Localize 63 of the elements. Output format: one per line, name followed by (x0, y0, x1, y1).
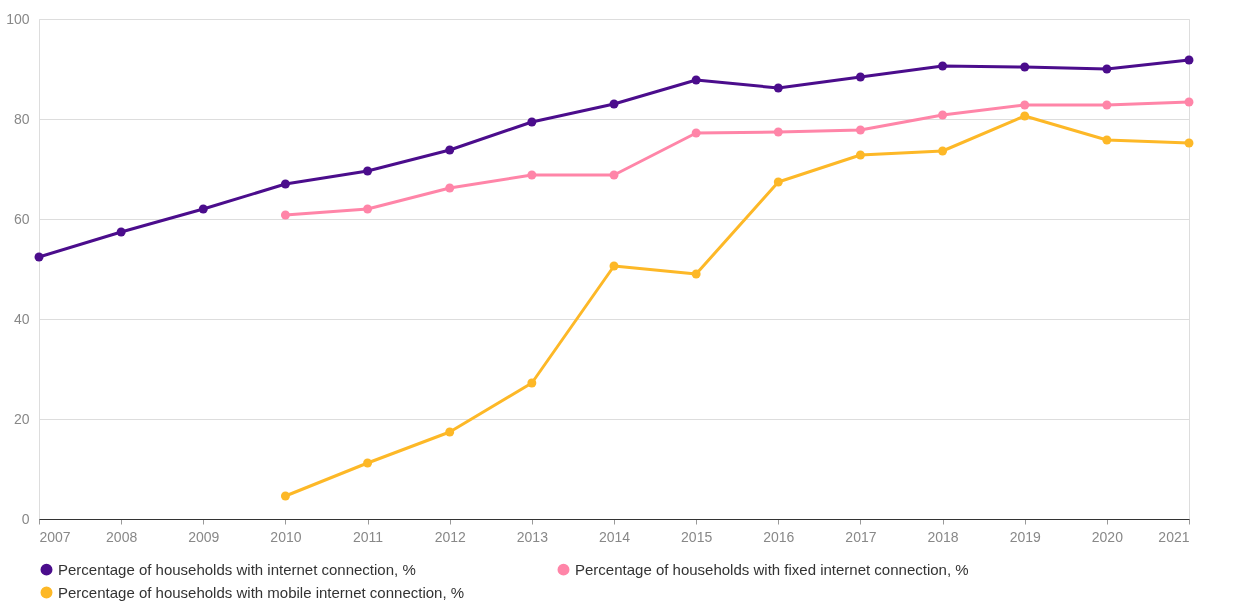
point (938, 146, 948, 156)
point (1020, 100, 1030, 110)
x-tick-label: 2009 (188, 528, 220, 545)
point (363, 458, 373, 468)
point (855, 72, 865, 82)
point (445, 145, 455, 155)
x-tick-label: 2007 (39, 528, 71, 545)
x-tick-label: 2017 (845, 528, 877, 545)
point (1020, 62, 1030, 72)
y-tick-label: 80 (13, 110, 30, 127)
point (691, 269, 701, 279)
point (938, 110, 948, 120)
point (116, 227, 126, 237)
x-tick-label: 2013 (516, 528, 549, 545)
point (609, 261, 619, 271)
point (280, 491, 290, 501)
x-tick-label: 2016 (763, 528, 795, 545)
x-tick-label: 2012 (434, 528, 466, 545)
point (445, 183, 455, 193)
point (855, 125, 865, 135)
point (1102, 64, 1112, 74)
point (938, 61, 948, 71)
x-tick-label: 2019 (1009, 528, 1041, 545)
point (1020, 111, 1030, 121)
legend-label: Percentage of households with mobile internet connection, % (58, 583, 465, 601)
point (527, 170, 537, 180)
x-tick-label: 2008 (106, 528, 138, 545)
point (1184, 55, 1194, 65)
x-tick-label: 2011 (353, 528, 384, 545)
point (855, 150, 865, 160)
point (363, 204, 373, 214)
x-tick-label: 2021 (1158, 528, 1190, 545)
x-tick-label: 2015 (681, 528, 713, 545)
y-tick-label: 60 (13, 210, 30, 227)
x-tick-label: 2020 (1091, 528, 1124, 545)
point (609, 99, 619, 109)
y-tick-label: 40 (13, 310, 30, 327)
point (363, 166, 373, 176)
legend-label: Percentage of households with fixed internet connection, % (575, 560, 969, 578)
point (527, 378, 537, 388)
point (280, 179, 290, 189)
point (198, 204, 208, 214)
point (1102, 100, 1112, 110)
point (34, 252, 44, 262)
y-tick-label: 100 (6, 10, 30, 27)
point (527, 117, 537, 127)
x-tick-label: 2018 (927, 528, 959, 545)
point (280, 210, 290, 220)
point (1102, 135, 1112, 145)
point (691, 75, 701, 85)
point (1184, 138, 1194, 148)
point (773, 177, 783, 187)
legend-label: Percentage of households with internet connection, % (58, 560, 416, 578)
point (1184, 97, 1194, 107)
point (609, 170, 619, 180)
point (691, 128, 701, 138)
y-tick-label: 20 (13, 410, 30, 427)
point (773, 127, 783, 137)
x-tick-label: 2014 (598, 528, 631, 545)
point (445, 427, 455, 437)
y-tick-label: 0 (21, 510, 30, 527)
point (773, 83, 783, 93)
x-tick-label: 2010 (270, 528, 302, 545)
